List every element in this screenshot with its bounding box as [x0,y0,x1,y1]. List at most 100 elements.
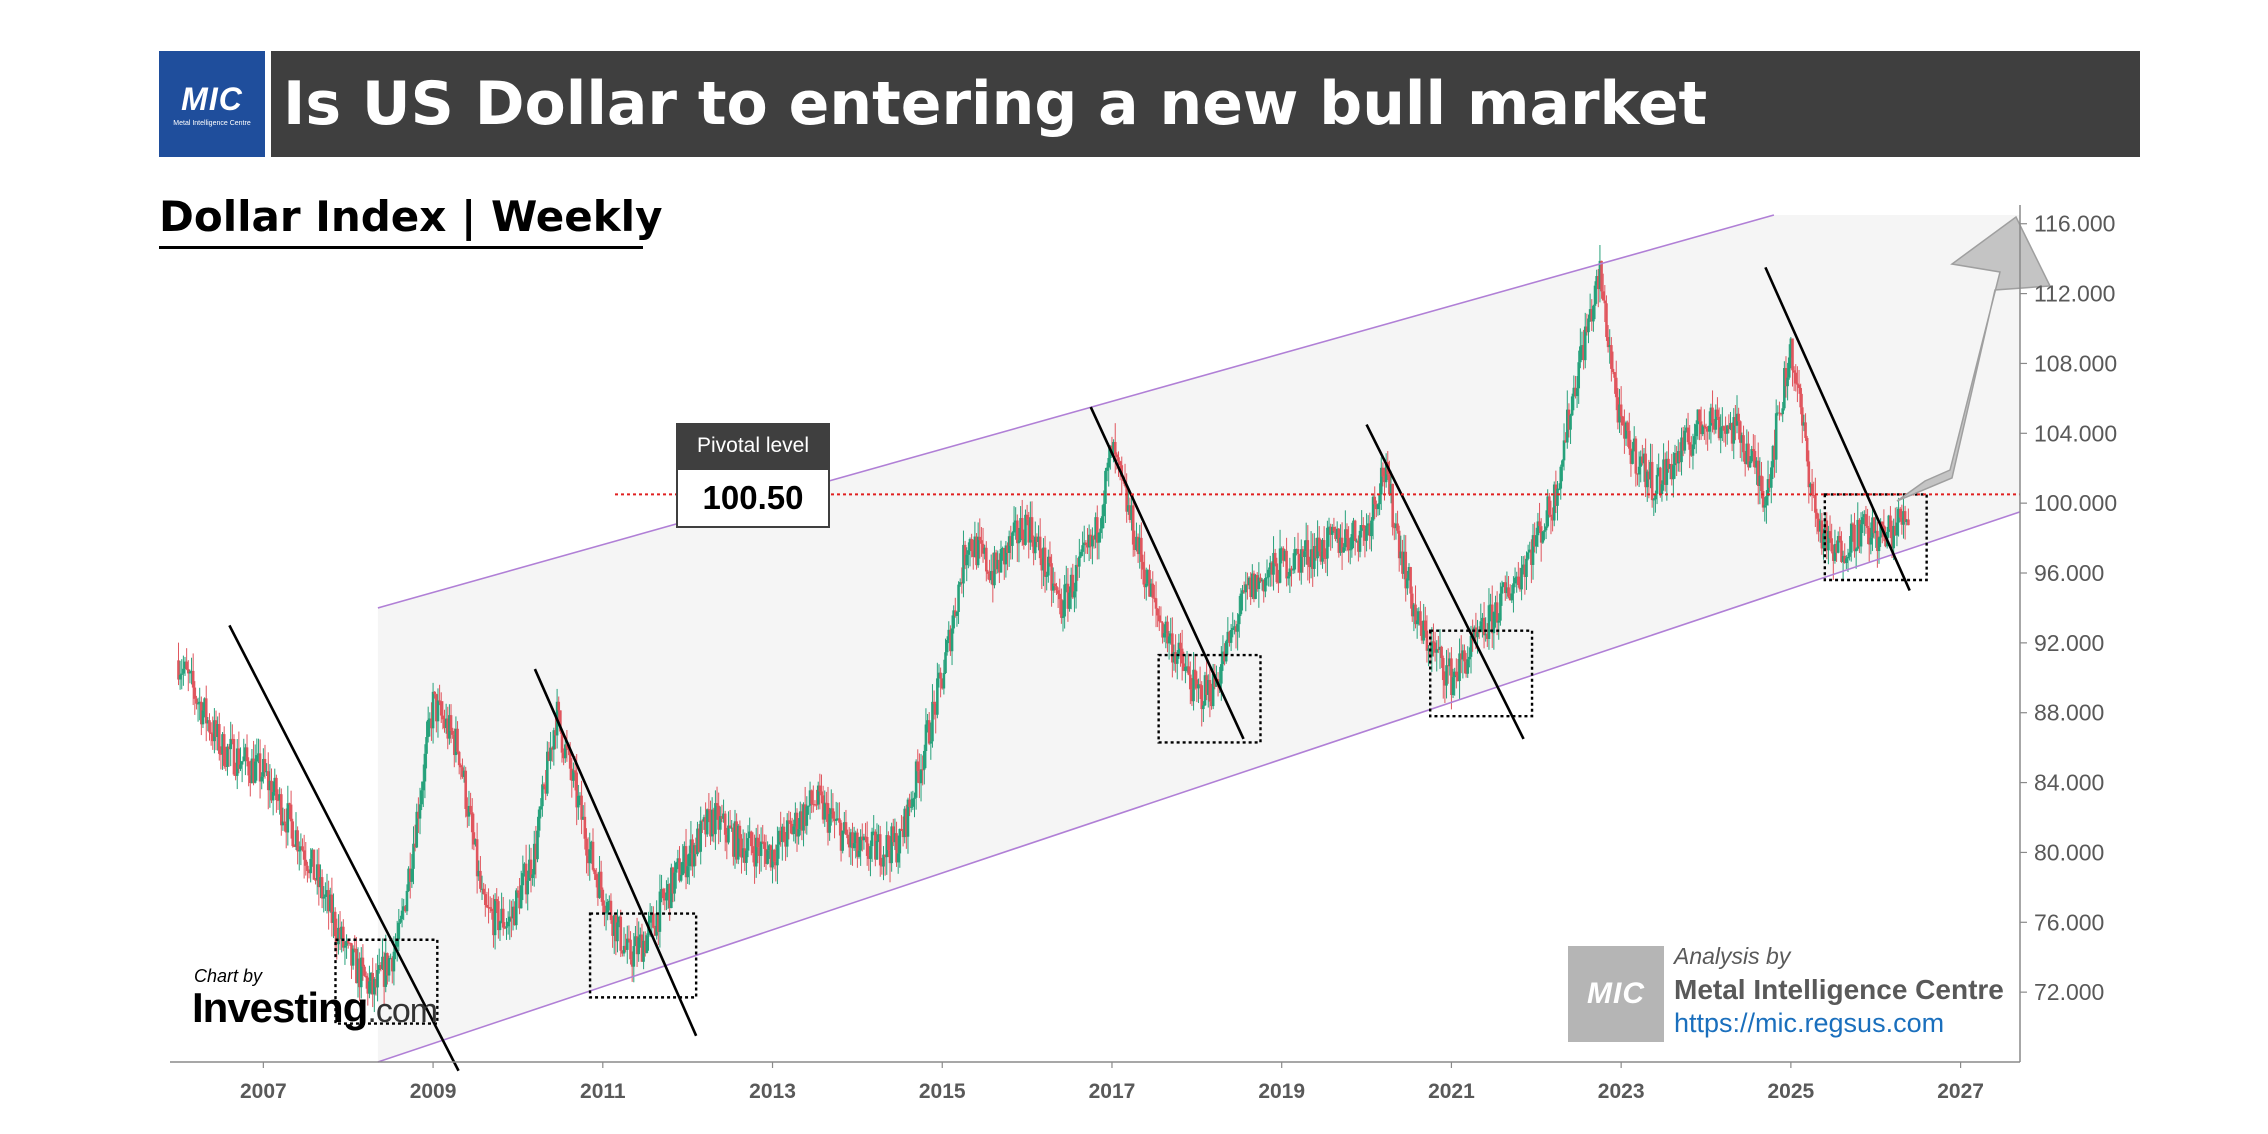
candle-body [1319,551,1323,562]
candle-body [715,803,719,806]
candle-body [1650,461,1654,501]
candle-body [658,891,662,932]
candle-body [844,822,848,835]
candle-body [1255,575,1259,590]
candle-body [725,834,729,843]
candle-body [421,781,425,791]
candle-body [1670,464,1674,480]
candle-body [328,894,332,912]
candle-body [733,821,737,857]
candle-body [275,777,278,801]
candle-body [1404,551,1408,589]
candle-body [338,927,342,940]
candle-body [701,820,704,822]
candle-body [1818,520,1822,532]
candle-body [324,894,327,897]
candle-body [1530,549,1533,565]
candle-body [1009,536,1013,546]
candle-body [418,804,422,819]
candle-body [1304,540,1308,552]
candle-body [885,835,889,858]
candle-body [1228,631,1231,643]
candle-body [1412,604,1416,617]
candle-body [557,701,561,711]
candle-body [929,741,933,744]
candle-body [516,890,520,893]
candle-body [1672,465,1675,480]
candle-body [547,751,551,761]
candle-body [735,821,738,860]
candle-body [560,731,564,753]
candle-body [1192,669,1195,702]
candle-body [1286,576,1290,579]
chart-subtitle: Dollar Index | Weekly [159,192,663,241]
candle-body [1068,592,1071,609]
candle-body [506,921,510,927]
candle-body [601,889,605,906]
candle-body [524,863,528,895]
candle-body [1738,421,1742,443]
candle-body [1515,576,1519,578]
candle-body [1534,535,1538,547]
candle-body [386,953,389,976]
candle-body [1541,531,1545,543]
candle-body [588,849,592,864]
x-tick-label: 2009 [410,1080,457,1103]
candle-body [1608,345,1612,348]
candle-body [1872,517,1876,534]
candle-body [423,753,427,782]
candle-body [1378,494,1381,505]
candle-body [449,715,453,731]
candle-body [1047,556,1050,576]
candle-body [1693,436,1696,445]
candle-body [1334,531,1337,539]
candle-body [1025,514,1029,520]
candle-body [222,734,226,766]
candle-body [1091,536,1094,547]
candle-body [1796,383,1799,385]
trend-line-5 [1764,266,1911,592]
candle-body [532,843,536,875]
candle-body [1761,491,1765,508]
candle-body [1138,537,1142,555]
candle-body [1675,453,1678,464]
candle-body [1513,577,1517,584]
candle-body [397,922,401,940]
candle-body [493,899,497,936]
candle-body [1502,582,1505,587]
candle-body [789,820,792,824]
candle-body [1786,377,1789,387]
candle-body [1784,368,1788,387]
candle-body [578,795,582,797]
candle-body [217,724,221,754]
candle-body [1148,570,1151,597]
candle-body [301,846,304,851]
candle-body [1889,515,1892,530]
candle-body [699,820,703,852]
candle-body [1691,444,1695,456]
candle-body [1024,514,1027,545]
candle-body [1422,620,1425,641]
candle-body [500,908,503,922]
candle-body [227,746,231,750]
candle-body [1151,583,1155,598]
candle-body [1285,550,1288,579]
candle-body [1156,608,1159,616]
candle-body [1752,449,1755,452]
candle-body [891,826,895,843]
candle-body [1205,675,1208,695]
candle-body [758,847,761,856]
candle-body [1094,517,1097,540]
candle-body [1164,621,1168,634]
candle-body [412,843,415,869]
candle-body [1409,567,1412,594]
candle-body [203,698,206,711]
candle-body [671,867,675,894]
candle-body [1330,526,1334,535]
candle-body [483,894,487,905]
candle-body [315,864,319,880]
candle-body [1709,407,1713,426]
candle-body [258,753,262,782]
chart-by-label: Chart by [194,966,263,986]
candle-body [568,749,572,769]
